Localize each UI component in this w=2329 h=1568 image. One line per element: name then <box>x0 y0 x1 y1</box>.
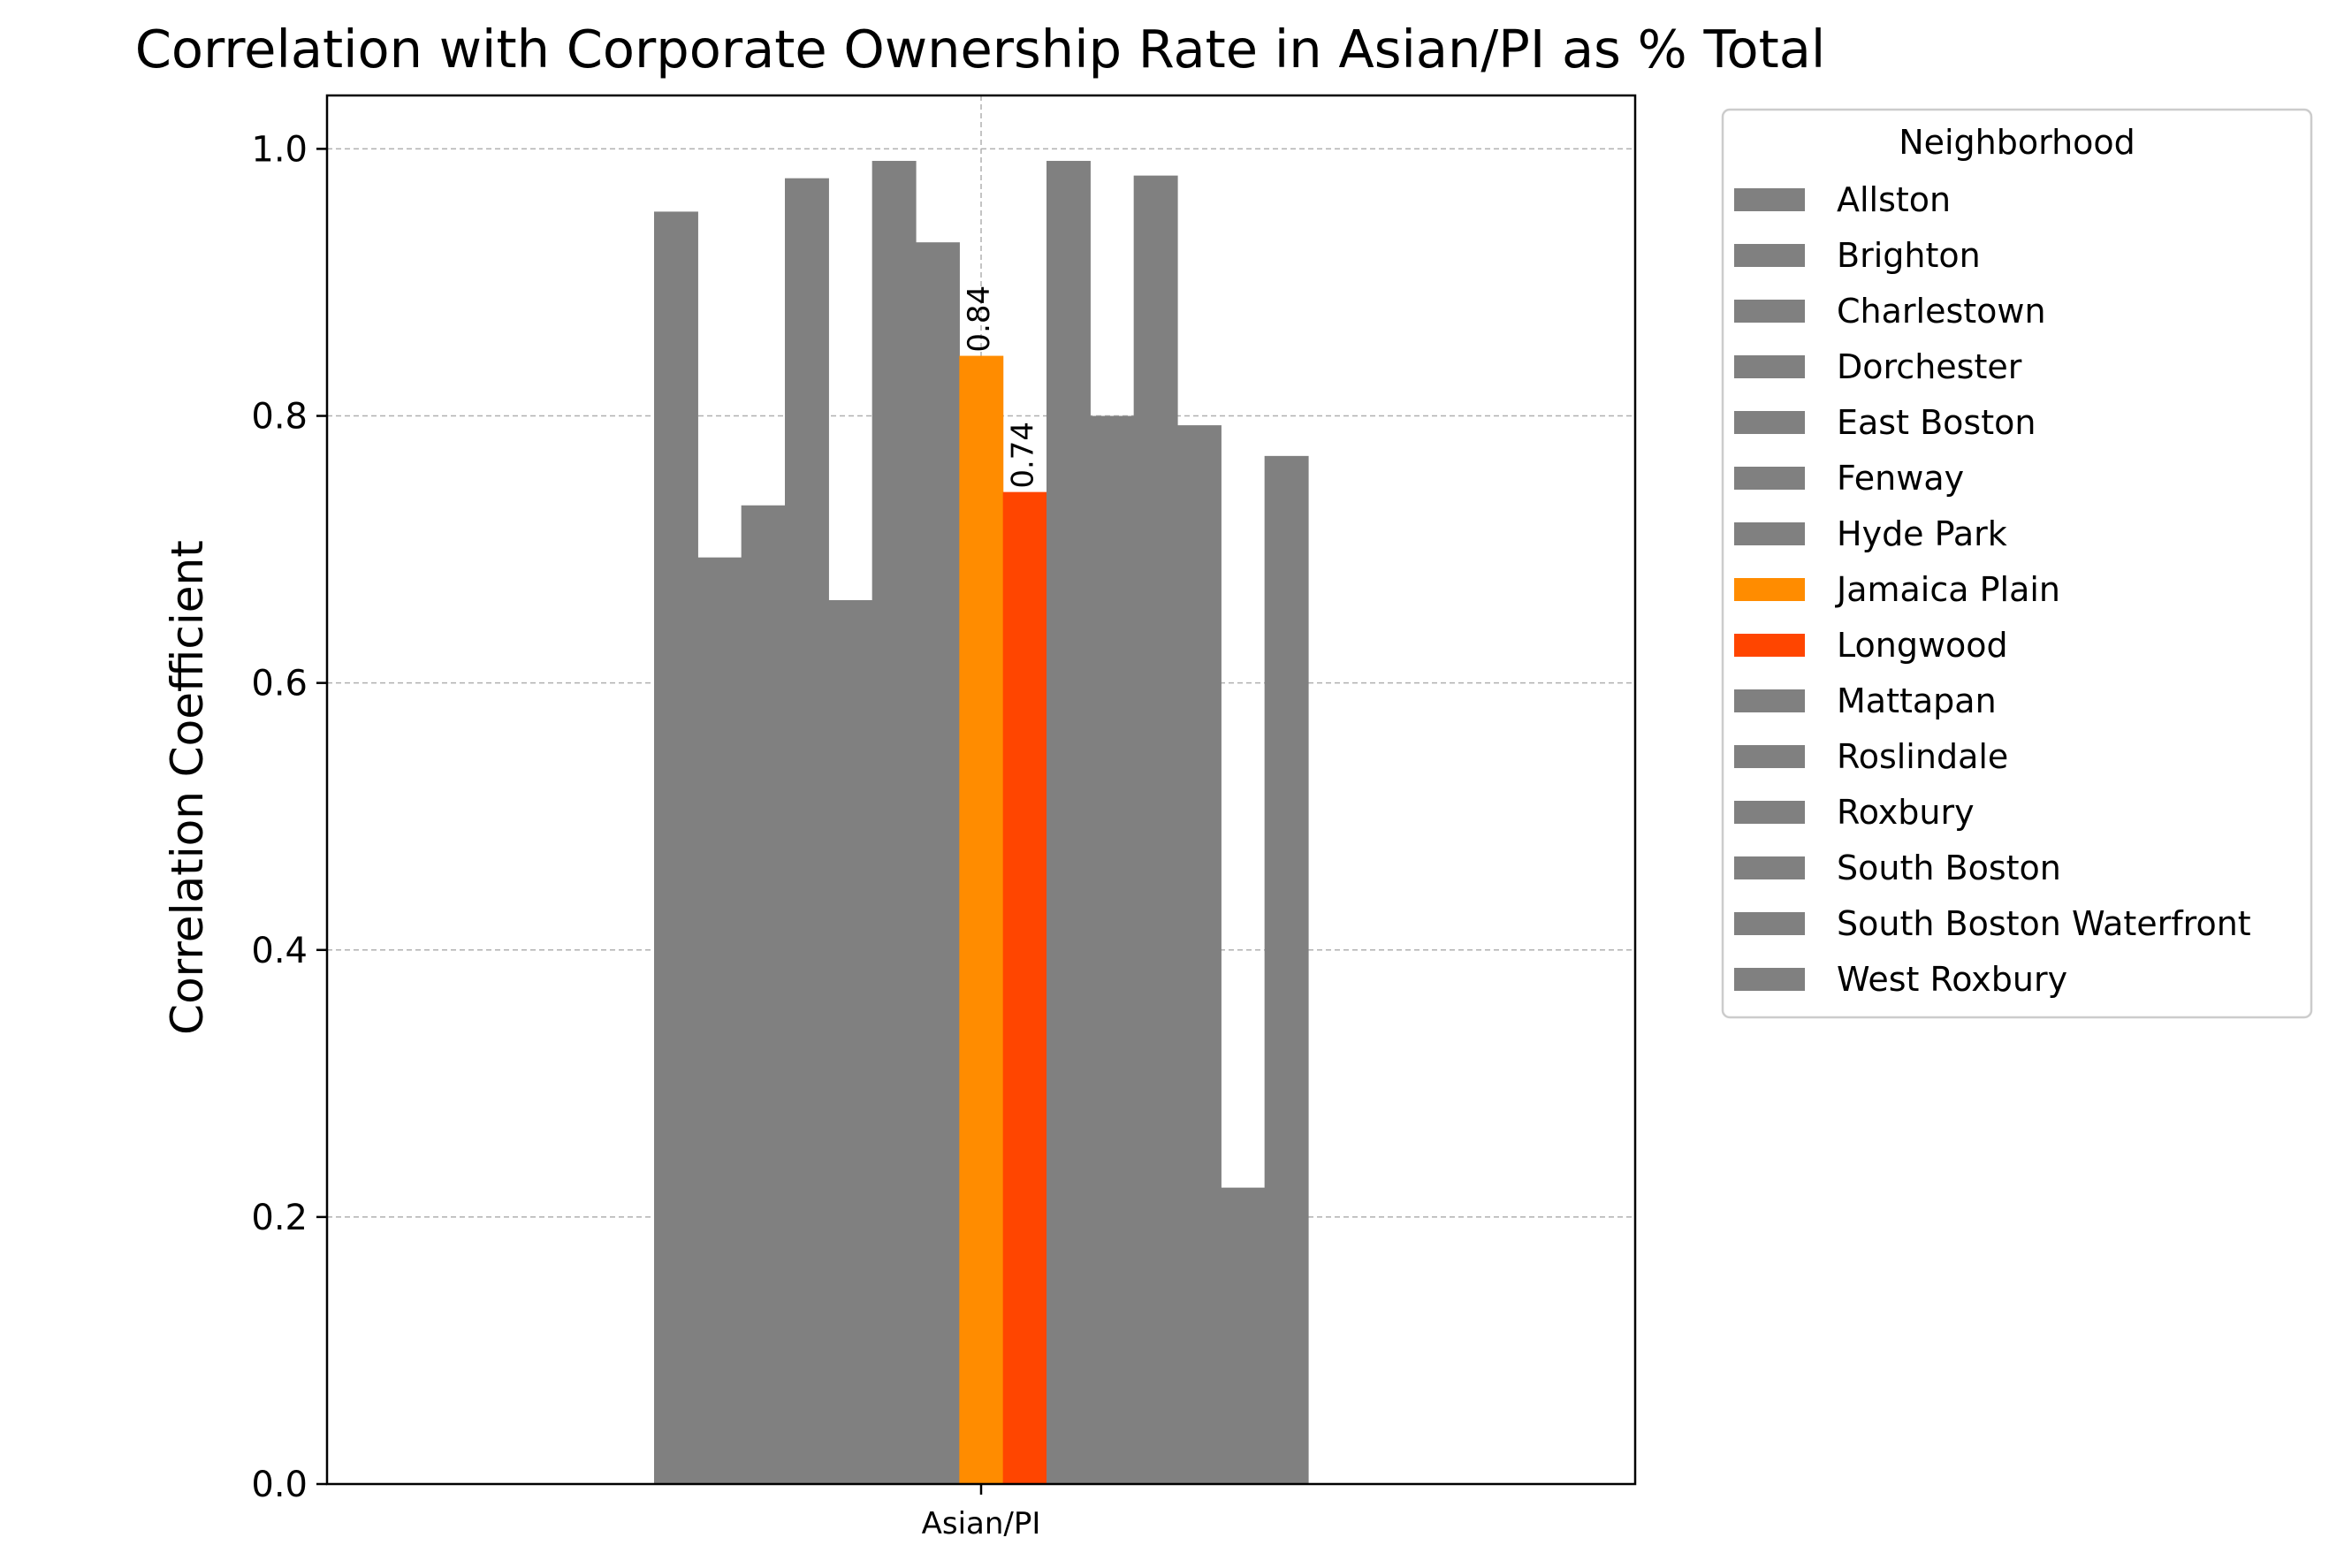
legend-items: Allston Brighton Charlestown Dorchester East… <box>1734 180 2251 999</box>
bar <box>828 599 873 1484</box>
bar <box>1002 491 1047 1484</box>
legend-label: South Boston <box>1837 849 2061 887</box>
bar-value-label: 0.74 <box>1005 422 1040 489</box>
legend-swatch <box>1734 912 1805 935</box>
bar <box>1047 161 1091 1484</box>
legend-swatch <box>1734 801 1805 824</box>
legend-label: West Roxbury <box>1837 960 2067 999</box>
legend: Neighborhood Allston Brighton Charlestown D… <box>1721 108 2313 1019</box>
bar <box>654 211 698 1485</box>
y-tick-label: 0.2 <box>251 1198 308 1238</box>
y-axis-label: Correlation Coefficient <box>162 540 213 1035</box>
bar-value-label: 0.84 <box>962 285 997 353</box>
bar <box>871 161 917 1484</box>
bar <box>1090 415 1135 1484</box>
bars <box>654 161 1309 1485</box>
legend-label: South Boston Waterfront <box>1837 904 2251 943</box>
x-axis-ticks: Asian/PI <box>922 1484 1041 1541</box>
y-axis-ticks: 0.0 0.2 0.4 0.6 0.8 1.0 <box>251 129 327 1505</box>
y-tick-label: 1.0 <box>251 129 308 170</box>
legend-swatch <box>1734 522 1805 545</box>
legend-label: Brighton <box>1837 236 1981 275</box>
legend-label: Fenway <box>1837 459 1964 498</box>
legend-swatch <box>1734 968 1805 991</box>
legend-label: Jamaica Plain <box>1835 570 2060 609</box>
bar <box>959 355 1004 1484</box>
legend-label: Hyde Park <box>1837 514 2007 553</box>
legend-label: Roslindale <box>1837 737 2008 776</box>
legend-swatch <box>1734 411 1805 434</box>
y-tick-label: 0.8 <box>251 397 308 438</box>
bar <box>785 178 829 1484</box>
bar <box>741 505 786 1485</box>
legend-title: Neighborhood <box>1899 123 2135 162</box>
y-tick-label: 0.4 <box>251 931 308 971</box>
legend-swatch <box>1734 244 1805 267</box>
legend-label: Roxbury <box>1837 793 1975 832</box>
bar <box>697 557 742 1484</box>
bar <box>916 242 960 1484</box>
bar <box>1133 175 1178 1484</box>
legend-label: Dorchester <box>1837 347 2022 386</box>
legend-swatch <box>1734 689 1805 712</box>
legend-label: Longwood <box>1837 626 2008 665</box>
bar <box>1264 455 1309 1485</box>
x-tick-label: Asian/PI <box>922 1506 1041 1541</box>
chart-title: Correlation with Corporate Ownership Rat… <box>135 19 1826 80</box>
bar <box>1221 1187 1266 1484</box>
legend-swatch <box>1734 355 1805 378</box>
legend-swatch <box>1734 578 1805 601</box>
legend-frame <box>1721 108 2313 1019</box>
bar <box>1177 425 1222 1484</box>
legend-swatch <box>1734 188 1805 211</box>
y-tick-label: 0.0 <box>251 1465 308 1505</box>
legend-swatch <box>1734 467 1805 490</box>
legend-label: Allston <box>1837 180 1951 219</box>
bar-value-labels: 0.84 0.74 <box>962 285 1040 489</box>
legend-label: East Boston <box>1837 403 2036 442</box>
legend-swatch <box>1734 745 1805 768</box>
legend-label: Charlestown <box>1837 292 2046 331</box>
legend-label: Mattapan <box>1837 681 1997 720</box>
legend-swatch <box>1734 856 1805 879</box>
y-tick-label: 0.6 <box>251 664 308 704</box>
legend-swatch <box>1734 634 1805 657</box>
legend-swatch <box>1734 300 1805 323</box>
